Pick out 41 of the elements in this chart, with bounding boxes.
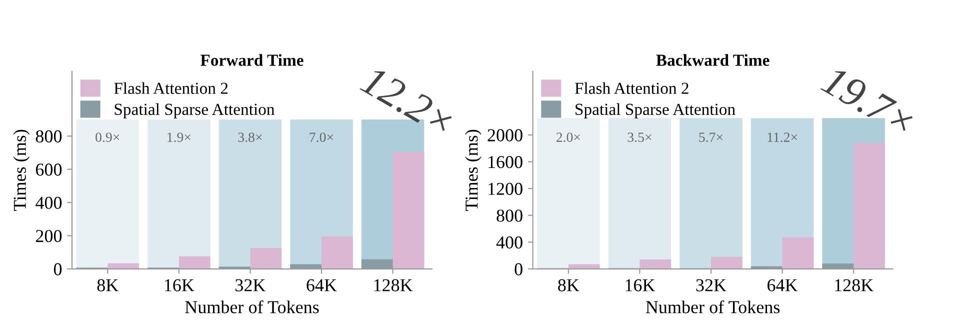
y-tick-label: 200	[36, 230, 62, 242]
chart-title: Forward Time	[200, 54, 304, 66]
y-tick-label: 1200	[488, 182, 522, 195]
x-tick-label: 128K	[835, 279, 874, 292]
annotation: 3.5×	[628, 132, 652, 142]
annotation: 11.2×	[768, 132, 798, 142]
legend-label: Flash Attention 2	[114, 82, 228, 94]
annotation: 3.8×	[238, 132, 262, 142]
y-tick-label: 600	[36, 164, 62, 176]
annotation: 7.0×	[310, 132, 334, 142]
annotation: 0.9×	[96, 132, 120, 142]
annotation: 5.7×	[699, 132, 723, 142]
y-tick-label: 2000	[488, 129, 522, 142]
x-tick-label: 16K	[164, 279, 194, 292]
y-axis-title: Times (ms)	[13, 130, 30, 211]
y-tick-label: 800	[496, 210, 522, 222]
x-tick-label: 64K	[306, 279, 337, 292]
y-tick-label: 400	[36, 196, 62, 209]
chart-title: Backward Time	[656, 54, 770, 66]
y-tick-label: 0	[54, 263, 62, 276]
legend-label: Spatial Sparse Attention	[114, 103, 275, 118]
x-tick-label: 8K	[97, 279, 118, 292]
legend-label: Spatial Sparse Attention	[576, 103, 736, 118]
annotation: 1.9×	[168, 132, 190, 142]
y-tick-label: 800	[36, 130, 62, 142]
x-axis-title: Number of Tokens	[646, 300, 780, 314]
y-tick-label: 1600	[488, 156, 522, 168]
y-tick-label: 0	[514, 263, 522, 276]
x-tick-label: 16K	[626, 279, 656, 292]
annotation: 12.2×	[359, 65, 456, 137]
y-tick-label: 400	[496, 236, 522, 249]
x-tick-label: 8K	[558, 279, 580, 292]
x-tick-label: 32K	[236, 279, 266, 292]
legend-label: Flash Attention 2	[574, 82, 688, 94]
x-tick-label: 32K	[696, 279, 726, 292]
annotation: 19.7×	[820, 65, 916, 137]
x-tick-label: 128K	[374, 279, 413, 292]
x-axis-title: Number of Tokens	[185, 300, 319, 314]
x-tick-label: 64K	[768, 279, 798, 292]
annotation: 2.0×	[556, 132, 580, 142]
y-axis-title: Times (ms)	[465, 130, 482, 211]
